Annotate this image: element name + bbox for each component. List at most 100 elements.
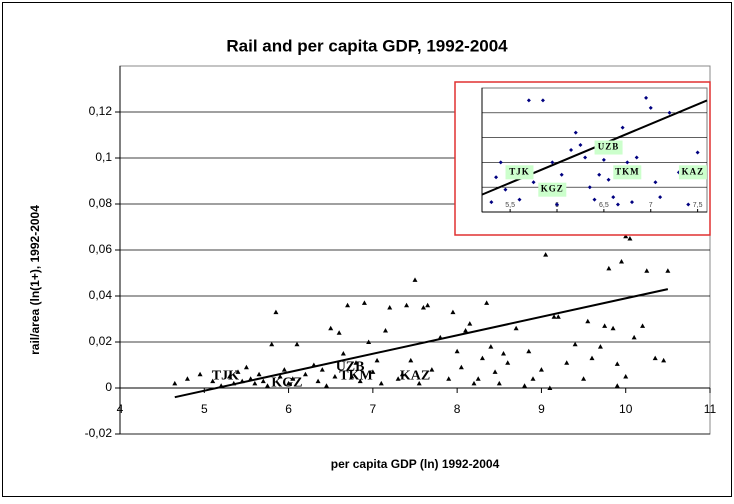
- point: [294, 341, 300, 347]
- annotation: TJK: [212, 369, 239, 384]
- point: [387, 305, 393, 310]
- point: [336, 330, 342, 335]
- point: [374, 357, 380, 363]
- annotation: KAZ: [682, 166, 705, 176]
- point: [530, 376, 536, 381]
- point: [550, 160, 555, 165]
- point: [252, 380, 258, 386]
- point: [585, 318, 591, 324]
- point: [349, 374, 355, 379]
- x-tick-label: 7: [649, 202, 653, 209]
- annotation: TKM: [615, 166, 640, 176]
- x-tick-label: 10: [619, 402, 633, 416]
- point: [513, 325, 519, 331]
- x-tick-label: 9: [538, 402, 545, 416]
- x-axis-label: per capita GDP (ln) 1992-2004: [331, 457, 500, 471]
- point: [572, 341, 578, 347]
- point: [634, 155, 639, 160]
- point: [589, 355, 595, 361]
- point: [695, 150, 700, 155]
- y-tick-label: 0,12: [89, 104, 113, 118]
- point: [269, 341, 275, 347]
- point: [569, 148, 574, 152]
- point: [463, 328, 469, 333]
- point: [623, 233, 629, 239]
- x-tick-label: 6: [285, 402, 292, 416]
- point: [517, 197, 522, 202]
- point: [498, 160, 503, 165]
- point: [353, 360, 359, 365]
- annotation: KGZ: [541, 184, 564, 194]
- point: [614, 361, 620, 366]
- point: [395, 376, 401, 381]
- annotation: TKM: [339, 369, 372, 384]
- y-tick-label: 0,1: [95, 150, 112, 164]
- chart-title: Rail and per capita GDP, 1992-2004: [226, 36, 508, 55]
- y-tick-label: 0: [105, 380, 112, 394]
- point: [184, 376, 190, 381]
- x-tick-label: 6,5: [599, 202, 609, 209]
- point: [526, 98, 531, 103]
- point: [644, 95, 649, 100]
- point: [652, 355, 658, 361]
- point: [471, 380, 477, 386]
- point: [475, 376, 481, 381]
- point: [492, 369, 498, 374]
- point: [488, 344, 494, 349]
- x-tick-label: 11: [704, 402, 717, 416]
- x-tick-label: 4: [117, 402, 124, 416]
- point: [555, 314, 561, 319]
- point: [606, 265, 612, 271]
- point: [243, 364, 249, 370]
- point: [273, 309, 279, 315]
- annotation-box: [594, 140, 623, 155]
- point: [429, 367, 435, 372]
- point: [496, 380, 502, 386]
- point: [383, 328, 388, 333]
- point: [286, 380, 292, 386]
- point: [260, 378, 266, 384]
- point: [555, 202, 559, 207]
- point: [366, 339, 372, 344]
- y-axis-label: rail/area (ln(1+), 1992-2004: [28, 205, 42, 355]
- y-tick-label: 0,06: [89, 242, 113, 256]
- point: [265, 383, 270, 388]
- point: [665, 268, 671, 273]
- annotation: KAZ: [400, 369, 430, 384]
- point: [420, 305, 426, 310]
- point: [653, 180, 658, 185]
- point: [290, 376, 296, 381]
- point: [281, 367, 287, 372]
- y-tick-label: 0,04: [89, 288, 113, 302]
- point: [578, 143, 583, 148]
- point: [319, 367, 325, 372]
- x-tick-label: 5: [201, 402, 208, 416]
- point: [686, 202, 691, 207]
- x-tick-label: 7: [370, 402, 377, 416]
- point: [630, 200, 634, 205]
- point: [235, 369, 241, 374]
- annotation: UZB: [598, 142, 620, 152]
- annotation: KGZ: [271, 376, 302, 391]
- x-tick-label: 7,5: [693, 202, 703, 209]
- point: [425, 302, 431, 308]
- point: [540, 98, 545, 103]
- annotation-box: [538, 182, 567, 197]
- point: [522, 383, 528, 388]
- point: [399, 371, 405, 377]
- point: [210, 378, 216, 384]
- point: [564, 360, 570, 365]
- x-tick-label: 8: [454, 402, 461, 416]
- point: [484, 300, 490, 305]
- point: [623, 374, 629, 379]
- point: [505, 360, 511, 365]
- point: [648, 105, 653, 110]
- annotation-box: [678, 165, 707, 180]
- point: [538, 367, 544, 372]
- point: [606, 177, 611, 182]
- point: [526, 348, 532, 354]
- y-tick-label: 0,02: [89, 334, 113, 348]
- point: [446, 376, 452, 381]
- point: [412, 277, 418, 282]
